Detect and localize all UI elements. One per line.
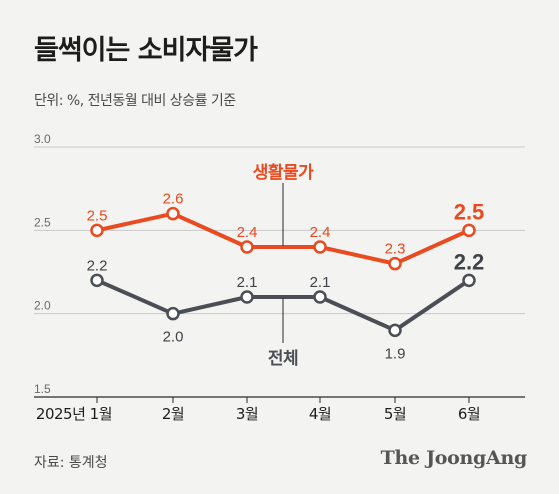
series-line-living-cost xyxy=(96,211,470,266)
data-point xyxy=(166,306,180,321)
x-tick-label: 6월 xyxy=(458,405,480,423)
unit-note: 단위: %, 전년동월 대비 상승률 기준 xyxy=(34,93,236,109)
data-label: 2.1 xyxy=(237,274,258,291)
data-point xyxy=(90,223,104,238)
data-label: 2.3 xyxy=(385,241,406,258)
data-point xyxy=(462,273,476,288)
data-label: 2.2 xyxy=(454,249,485,274)
data-point xyxy=(90,273,104,288)
data-point xyxy=(166,206,180,221)
x-tick-label: 3월 xyxy=(236,405,258,423)
x-tick-label: 2월 xyxy=(162,405,184,423)
data-label: 2.5 xyxy=(454,199,485,224)
data-point xyxy=(240,240,254,254)
y-tick-label: 2.5 xyxy=(34,215,51,229)
chart-title: 들썩이는 소비자물가 xyxy=(34,35,258,66)
data-point xyxy=(240,290,254,304)
y-tick-label: 2.0 xyxy=(34,299,51,313)
data-label: 2.4 xyxy=(237,224,258,241)
data-point xyxy=(313,290,327,304)
data-label: 2.4 xyxy=(310,224,331,241)
y-tick-label: 1.5 xyxy=(34,382,51,396)
y-tick-label: 3.0 xyxy=(34,132,51,146)
x-tick-label: 2025년 1월 xyxy=(36,405,112,423)
data-point xyxy=(388,323,402,338)
data-label: 2.5 xyxy=(87,207,108,224)
data-point xyxy=(388,256,402,271)
data-label: 2.2 xyxy=(87,257,108,274)
data-label: 2.1 xyxy=(310,274,331,291)
source-note: 자료: 통계청 xyxy=(34,455,108,471)
data-label: 2.6 xyxy=(163,191,184,208)
series-label-living-cost: 생활물가 xyxy=(253,162,314,183)
data-label: 1.9 xyxy=(385,345,406,362)
publisher-logo: The JoongAng xyxy=(380,447,528,469)
x-tick-label: 5월 xyxy=(384,405,406,423)
x-tick-label: 4월 xyxy=(309,405,331,423)
series-line-overall xyxy=(96,278,471,333)
data-point xyxy=(462,223,476,238)
data-point xyxy=(313,240,327,254)
data-label: 2.0 xyxy=(163,329,184,346)
series-label-overall: 전체 xyxy=(268,349,298,369)
